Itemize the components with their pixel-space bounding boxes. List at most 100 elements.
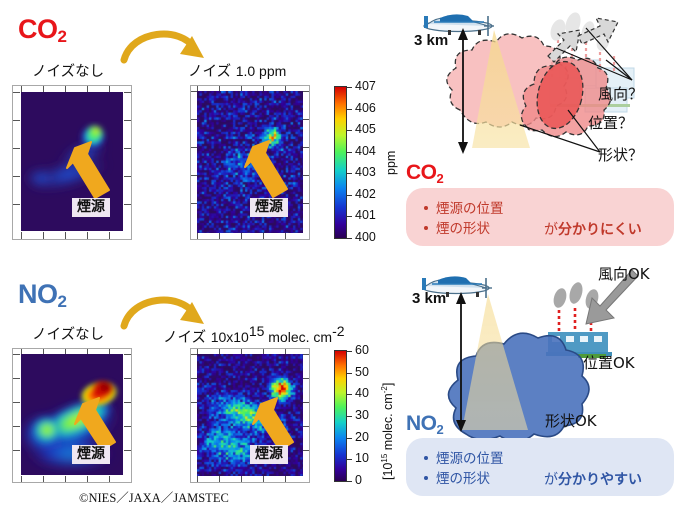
no2-right-caption-value: 10x10 <box>210 328 249 345</box>
no2-right-caption-prefix: ノイズ <box>163 329 211 346</box>
tick <box>13 204 20 205</box>
co2-colorbar-axis-title-text: ppm <box>384 150 398 175</box>
co2-wind-question-text: 風向？ <box>598 85 644 103</box>
colorbar-tick <box>347 173 352 175</box>
co2-clean-heatmap-panel: 煙源 <box>12 85 132 240</box>
co2-clean-plot-area <box>21 92 123 231</box>
tick <box>87 232 88 239</box>
credit-line: ©NIES／JAXA／JAMSTEC <box>79 487 229 506</box>
tick <box>197 233 198 239</box>
no2-noisy-source-label: 煙源 <box>250 445 288 465</box>
tick <box>285 86 286 91</box>
tick <box>13 426 20 427</box>
sensor-beam <box>462 294 528 430</box>
no2-shape-ok-text: 形状OK <box>545 412 597 430</box>
no2-altitude-label: 3 km <box>412 290 446 307</box>
no2-callout-tail: が分かりやすい <box>544 469 642 489</box>
tick <box>13 450 20 451</box>
co2-noisy-heatmap-panel: 煙源 <box>190 85 310 240</box>
no2-right-caption-unit-exp: -2 <box>332 323 345 339</box>
no2-callout-box: 煙源の位置 煙の形状 が分かりやすい <box>406 438 674 496</box>
colorbar-tick-label: 50 <box>355 364 369 379</box>
co2-left-panel-caption: ノイズなし <box>32 60 104 81</box>
no2-colorbar-axis-title: [1015 molec. cm-2] <box>380 383 395 480</box>
tick <box>109 86 110 92</box>
tick <box>197 476 198 482</box>
tick <box>219 349 220 354</box>
tick <box>124 92 131 93</box>
co2-right-caption-value: 1.0 ppm <box>235 63 287 79</box>
tick <box>191 378 197 379</box>
altitude-arrow-icon <box>456 292 466 432</box>
altitude-arrow-icon <box>458 28 468 154</box>
co2-noisy-source-text: 煙源 <box>255 199 283 215</box>
tick <box>43 232 44 239</box>
colorbar-tick-label: 10 <box>355 451 369 466</box>
tick <box>21 476 22 482</box>
no2-right-caption-unit: molec. cm <box>264 328 333 345</box>
tick <box>124 378 131 379</box>
tick <box>13 354 20 355</box>
tick <box>197 86 198 91</box>
tick <box>13 148 20 149</box>
tick <box>191 402 197 403</box>
colorbar-tick-label: 406 <box>355 100 376 115</box>
co2-species-main: CO <box>18 14 58 44</box>
co2-wind-question: 風向？ <box>598 83 643 104</box>
co2-transition-arrow-icon <box>120 30 204 64</box>
tick <box>65 349 66 354</box>
tick <box>124 148 131 149</box>
tick <box>303 378 309 379</box>
tick <box>124 426 131 427</box>
tick <box>263 476 264 482</box>
co2-schematic-diagram <box>423 12 635 154</box>
no2-position-ok-text: 位置OK <box>583 354 635 372</box>
aircraft-icon <box>423 14 494 36</box>
tick <box>87 349 88 354</box>
colorbar-tick-label: 403 <box>355 165 376 180</box>
no2-schematic-diagram <box>422 269 639 438</box>
colorbar-tick <box>347 372 352 374</box>
colorbar-tick-label: 30 <box>355 408 369 422</box>
tick <box>191 354 197 355</box>
tick <box>13 92 20 93</box>
co2-shape-question-text: 形状？ <box>598 146 644 164</box>
no2-position-ok: 位置OK <box>583 352 635 373</box>
tick <box>124 354 131 355</box>
co2-clean-source-label: 煙源 <box>72 198 110 218</box>
co2-altitude-label: 3 km <box>414 32 448 49</box>
no2-left-caption-text: ノイズなし <box>32 327 105 343</box>
co2-noisy-source-label: 煙源 <box>250 198 288 218</box>
tick <box>241 476 242 482</box>
co2-colorbar-axis-title: ppm <box>384 151 398 175</box>
tick <box>13 402 20 403</box>
co2-callout-tail-prefix: が <box>544 222 558 238</box>
co2-callout-bullet-2: 煙の形状 <box>422 217 490 237</box>
colorbar-tick <box>347 216 352 218</box>
tick <box>303 175 309 176</box>
tick <box>303 119 309 120</box>
colorbar-tick <box>347 437 352 439</box>
sensor-beam <box>472 30 530 148</box>
co2-shape-question: 形状？ <box>598 144 643 165</box>
co2-right-panel-caption: ノイズ 1.0 ppm <box>188 60 286 81</box>
colorbar-tick-label: 400 <box>355 230 376 244</box>
shape-question-leader <box>519 109 601 153</box>
tick <box>285 349 286 354</box>
tick <box>13 378 20 379</box>
no2-species-sub: 2 <box>57 292 67 311</box>
tick <box>263 349 264 354</box>
no2-colorbar <box>334 350 347 482</box>
co2-callout-bullet-1: 煙源の位置 <box>422 197 504 217</box>
tick <box>109 476 110 482</box>
no2-diagram-species-tag: NO2 <box>406 413 444 436</box>
tick <box>303 91 309 92</box>
no2-callout-bullet-1-text: 煙源の位置 <box>436 451 504 467</box>
no2-right-caption-exp: 15 <box>248 323 265 339</box>
bullet-dot <box>424 205 428 210</box>
no2-left-panel-caption: ノイズなし <box>32 323 104 344</box>
aircraft-icon <box>422 276 492 298</box>
co2-clean-source-arrow-icon <box>66 141 110 199</box>
tick <box>303 426 309 427</box>
colorbar-tick <box>347 394 352 396</box>
